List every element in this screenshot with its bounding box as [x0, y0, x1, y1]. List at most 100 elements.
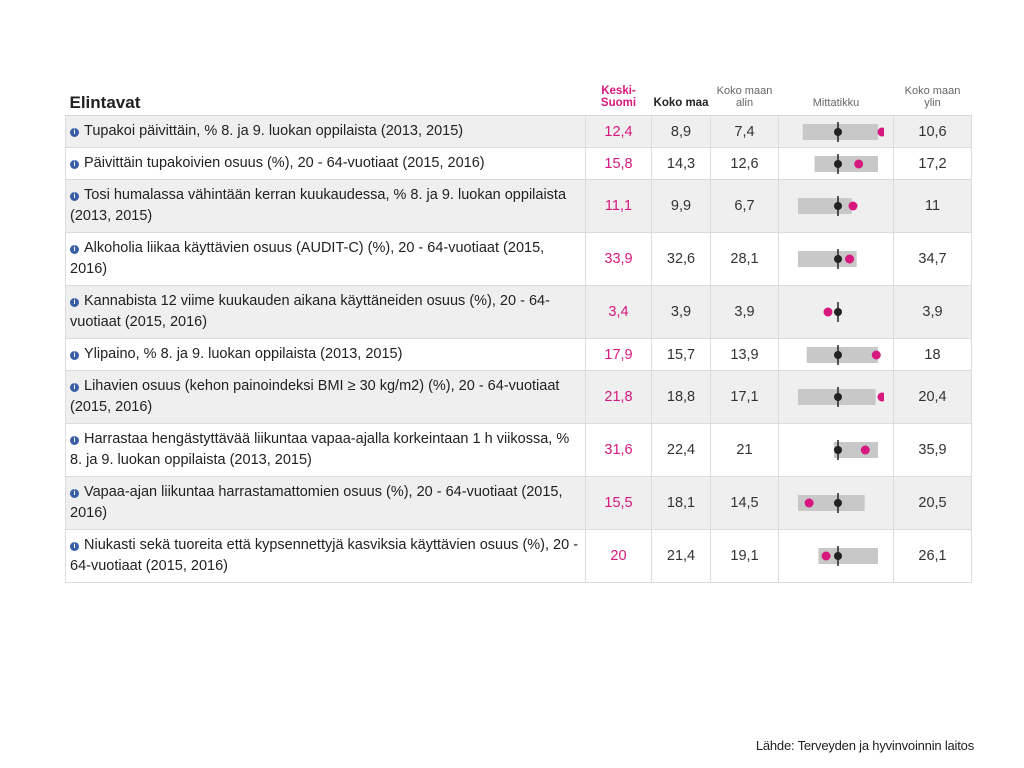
max-value: 35,9	[893, 423, 972, 477]
gauge-country-marker	[834, 202, 842, 210]
max-value: 18	[893, 338, 972, 371]
indicator-label: Päivittäin tupakoivien osuus (%), 20 - 6…	[84, 155, 485, 171]
indicator-label: Tosi humalassa vähintään kerran kuukaude…	[70, 187, 567, 224]
max-value: 20,4	[893, 370, 972, 424]
gauge	[798, 249, 857, 269]
min-value: 21	[710, 423, 779, 477]
info-icon[interactable]: i	[70, 542, 79, 551]
gauge	[798, 196, 858, 216]
indicator-label: Vapaa-ajan liikuntaa harrastamattomien o…	[70, 484, 563, 521]
gauge-country-marker	[834, 159, 842, 168]
gauge	[798, 493, 865, 513]
region-value: 15,5	[585, 476, 652, 530]
header-min: Koko maan alin	[710, 85, 779, 116]
min-value: 14,5	[710, 476, 779, 530]
indicator-label-cell: i Kannabista 12 viime kuukauden aikana kä…	[65, 285, 586, 339]
table-row: i Vapaa-ajan liikuntaa harrastamattomien …	[65, 476, 972, 530]
source-note: Lähde: Terveyden ja hyvinvoinnin laitos	[755, 738, 974, 753]
max-value: 17,2	[893, 147, 972, 180]
table-row: i Tosi humalassa vähintään kerran kuukaud…	[65, 179, 972, 233]
info-icon[interactable]: i	[70, 436, 79, 445]
gauge-range-bar	[806, 346, 878, 363]
gauge-region-marker	[854, 159, 864, 168]
gauge-region-marker	[804, 498, 814, 508]
indicator-label-cell: i Vapaa-ajan liikuntaa harrastamattomien …	[65, 476, 586, 530]
gauge-cell	[778, 115, 894, 148]
gauge-range-bar	[798, 198, 852, 214]
info-icon[interactable]: i	[70, 489, 79, 498]
indicator-label: Tupakoi päivittäin, % 8. ja 9. luokan op…	[84, 123, 464, 139]
gauge-region-marker	[845, 254, 855, 264]
gauge-cell	[778, 338, 894, 371]
indicator-label: Harrastaa hengästyttävää liikuntaa vapaa…	[70, 431, 570, 468]
country-value: 8,9	[651, 115, 711, 148]
info-icon[interactable]: i	[70, 192, 79, 201]
region-value: 17,9	[585, 338, 652, 371]
info-icon[interactable]: i	[70, 245, 79, 254]
country-value: 21,4	[651, 529, 711, 583]
header-country: Koko maa	[651, 85, 711, 116]
region-value: 20	[585, 529, 652, 583]
table-body: i Tupakoi päivittäin, % 8. ja 9. luokan o…	[65, 115, 972, 583]
region-value: 11,1	[585, 179, 652, 233]
region-value: 12,4	[585, 115, 652, 148]
indicator-label: Kannabista 12 viime kuukauden aikana käy…	[70, 293, 550, 330]
gauge-region-marker	[871, 350, 881, 359]
gauge-range-bar	[798, 495, 865, 511]
max-value: 26,1	[893, 529, 972, 583]
min-value: 13,9	[710, 338, 779, 371]
indicator-label-cell: i Harrastaa hengästyttävää liikuntaa vapa…	[65, 423, 586, 477]
min-value: 3,9	[710, 285, 779, 339]
table-title: Elintavat	[65, 85, 586, 116]
gauge-cell	[778, 529, 894, 583]
country-value: 3,9	[651, 285, 711, 339]
indicator-label-cell: i Tupakoi päivittäin, % 8. ja 9. luokan o…	[65, 115, 586, 148]
gauge-region-marker	[823, 307, 833, 317]
indicator-label-cell: i Lihavien osuus (kehon painoindeksi BMI …	[65, 370, 586, 424]
header-max: Koko maan ylin	[893, 85, 972, 116]
table-row: i Alkoholia liikaa käyttävien osuus (AUDI…	[65, 232, 972, 286]
table-row: i Harrastaa hengästyttävää liikuntaa vapa…	[65, 423, 972, 477]
max-value: 20,5	[893, 476, 972, 530]
info-icon[interactable]: i	[70, 160, 79, 169]
region-value: 15,8	[585, 147, 652, 180]
indicator-label-cell: i Tosi humalassa vähintään kerran kuukaud…	[65, 179, 586, 233]
country-value: 18,8	[651, 370, 711, 424]
info-icon[interactable]: i	[70, 383, 79, 392]
gauge-region-marker	[821, 551, 831, 561]
min-value: 19,1	[710, 529, 779, 583]
header-region: Keski-Suomi	[585, 85, 652, 116]
gauge-range-bar	[814, 155, 878, 172]
gauge-country-marker	[834, 393, 842, 401]
gauge	[814, 153, 878, 174]
country-value: 14,3	[651, 147, 711, 180]
table-header-row: Elintavat Keski-Suomi Koko maa Koko maan…	[65, 85, 972, 116]
gauge	[798, 387, 884, 407]
table-row: i Kannabista 12 viime kuukauden aikana kä…	[65, 285, 972, 339]
gauge-country-marker	[834, 127, 842, 136]
table-row: i Niukasti sekä tuoreita että kypsennetty…	[65, 529, 972, 583]
indicator-label: Niukasti sekä tuoreita että kypsennettyj…	[70, 537, 579, 574]
gauge-country-marker	[834, 499, 842, 507]
gauge	[818, 546, 878, 566]
indicator-table: Elintavat Keski-Suomi Koko maa Koko maan…	[65, 85, 972, 583]
info-icon[interactable]: i	[70, 298, 79, 307]
indicator-label-cell: i Päivittäin tupakoivien osuus (%), 20 - …	[65, 147, 586, 180]
country-value: 22,4	[651, 423, 711, 477]
info-icon[interactable]: i	[70, 128, 79, 137]
table-row: i Ylipaino, % 8. ja 9. luokan oppilaista …	[65, 338, 972, 371]
gauge-cell	[778, 179, 894, 233]
region-value: 21,8	[585, 370, 652, 424]
indicator-label-cell: i Ylipaino, % 8. ja 9. luokan oppilaista …	[65, 338, 586, 371]
country-value: 15,7	[651, 338, 711, 371]
region-value: 33,9	[585, 232, 652, 286]
gauge-country-marker	[834, 552, 842, 560]
country-value: 18,1	[651, 476, 711, 530]
country-value: 9,9	[651, 179, 711, 233]
gauge-country-marker	[834, 350, 842, 359]
region-value: 31,6	[585, 423, 652, 477]
info-icon[interactable]: i	[70, 351, 79, 360]
indicator-label: Alkoholia liikaa käyttävien osuus (AUDIT…	[70, 240, 545, 277]
gauge-region-marker	[877, 392, 884, 402]
gauge-cell	[778, 423, 894, 477]
